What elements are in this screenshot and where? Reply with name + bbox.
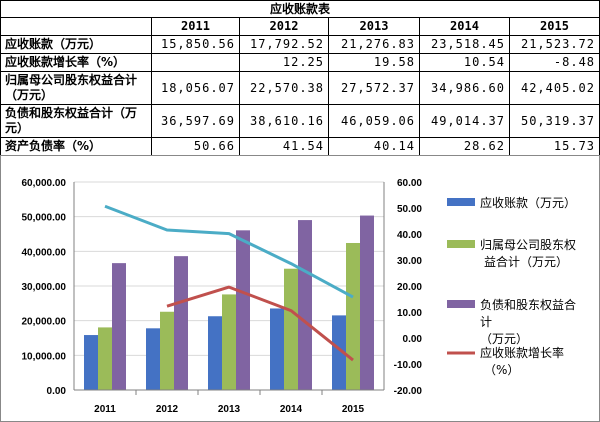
row-label: 应收账款增长率（%） (0, 53, 152, 72)
cell: 46,059.06 (328, 104, 420, 138)
x-tick-label: 2012 (156, 404, 179, 415)
table-row: 应收账款（万元） 15,850.56 17,792.52 21,276.83 2… (0, 35, 600, 54)
cell: 18,056.07 (151, 71, 240, 105)
cell: 28.62 (419, 137, 510, 156)
right-tick-label: 50.00 (397, 204, 422, 215)
line-series (104, 204, 354, 362)
year-header: 2011 (151, 17, 240, 36)
year-header: 2012 (239, 17, 329, 36)
cell: 12.25 (239, 53, 329, 72)
header-row: 2011 2012 2013 2014 2015 (0, 17, 600, 36)
cell: 49,014.37 (419, 104, 510, 138)
row-label: 负债和股东权益合计（万元） (0, 104, 152, 138)
cell: 42,405.02 (508, 71, 600, 105)
bar (270, 308, 284, 390)
bar (98, 327, 112, 390)
left-tick-label: 30,000.00 (22, 282, 67, 293)
cell: 15.73 (508, 137, 600, 156)
cell: 15,850.56 (151, 35, 240, 54)
cell: 40.14 (328, 137, 420, 156)
left-tick-label: 0.00 (47, 386, 67, 397)
cell: 27,572.37 (328, 71, 420, 105)
legend: 应收账款（万元） 归属母公司股东权益合计（万元） 负债和股东权益合计 （万元）应收账款… (447, 195, 576, 377)
year-header: 2014 (419, 17, 510, 36)
header-corner (0, 17, 152, 36)
series-line (166, 285, 354, 362)
bar (84, 335, 98, 390)
legend-label: 计 (480, 315, 492, 329)
left-tick-label: 50,000.00 (22, 213, 67, 224)
row-label: 归属母公司股东权益合计（万元） (0, 71, 152, 105)
bar-series (84, 215, 374, 390)
receivables-table: 应收账款表 2011 2012 2013 2014 2015 应收账款（万元） … (0, 0, 600, 156)
cell: 41.54 (239, 137, 329, 156)
cell: 17,792.52 (239, 35, 329, 54)
legend-label: 归属母公司股东权 (480, 238, 576, 252)
bar (346, 242, 360, 390)
cell: 22,570.38 (239, 71, 329, 105)
x-tick-label: 2014 (280, 404, 303, 415)
left-tick-label: 20,000.00 (22, 317, 67, 328)
year-header: 2013 (328, 17, 420, 36)
right-tick-label: 40.00 (397, 230, 422, 241)
legend-swatch (447, 300, 475, 308)
right-tick-label: 10.00 (397, 308, 422, 319)
bar (146, 328, 160, 390)
left-tick-label: 60,000.00 (22, 178, 67, 189)
row-label: 资产负债率（%） (0, 137, 152, 156)
right-tick-label: 0.00 (403, 334, 423, 345)
bar (284, 268, 298, 390)
bar (174, 256, 188, 390)
legend-swatch (447, 240, 475, 248)
legend-label: （万元） (480, 332, 528, 346)
right-tick-label: 60.00 (397, 178, 422, 189)
table-row: 负债和股东权益合计（万元） 36,597.69 38,610.16 46,059… (0, 104, 600, 138)
right-tick-label: 30.00 (397, 256, 422, 267)
cell: 21,523.72 (508, 35, 600, 54)
cell: 50.66 (151, 137, 240, 156)
right-tick-label: -10.00 (394, 360, 423, 371)
legend-label: （%） (484, 363, 519, 377)
legend-label: 益合计（万元） (484, 254, 568, 269)
left-tick-label: 10,000.00 (22, 351, 67, 362)
table-row: 资产负债率（%） 50.66 41.54 40.14 28.62 15.73 (0, 137, 600, 156)
cell: 21,276.83 (328, 35, 420, 54)
bar (160, 311, 174, 390)
bar (112, 263, 126, 390)
cell: 50,319.37 (508, 104, 600, 138)
cell: 34,986.60 (419, 71, 510, 105)
combo-chart: 0.00 10,000.00 20,000.00 30,000.00 40,000.00… (0, 155, 600, 422)
year-header: 2015 (508, 17, 600, 36)
series-line (104, 204, 354, 299)
bar (208, 316, 222, 390)
cell: 10.54 (419, 53, 510, 72)
table-title: 应收账款表 (0, 0, 600, 18)
cell (151, 53, 240, 72)
cell: 19.58 (328, 53, 420, 72)
legend-label: 应收账款（万元） (480, 195, 576, 210)
right-tick-label: 20.00 (397, 282, 422, 293)
x-tick-label: 2015 (342, 404, 365, 415)
bar (298, 220, 312, 390)
axes: 0.00 10,000.00 20,000.00 30,000.00 40,000.00… (22, 178, 423, 415)
bar (236, 230, 250, 390)
right-tick-label: -20.00 (394, 386, 423, 397)
x-tick-label: 2013 (218, 404, 241, 415)
table-row: 应收账款增长率（%） 12.25 19.58 10.54 -8.48 (0, 53, 600, 72)
bar (222, 294, 236, 390)
left-tick-label: 40,000.00 (22, 247, 67, 258)
x-tick-label: 2011 (94, 404, 116, 415)
cell: 36,597.69 (151, 104, 240, 138)
legend-swatch (447, 198, 475, 206)
table-row: 归属母公司股东权益合计（万元） 18,056.07 22,570.38 27,5… (0, 71, 600, 105)
bar (360, 215, 374, 390)
cell: 23,518.45 (419, 35, 510, 54)
cell: 38,610.16 (239, 104, 329, 138)
bar (332, 315, 346, 390)
legend-label: 应收账款增长率 (480, 345, 564, 360)
cell: -8.48 (508, 53, 600, 72)
legend-label: 负债和股东权益合 (480, 297, 576, 312)
row-label: 应收账款（万元） (0, 35, 152, 54)
